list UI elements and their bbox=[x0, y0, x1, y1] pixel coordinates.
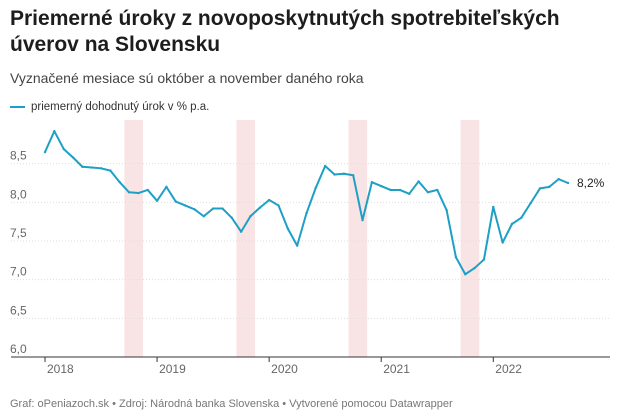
data-point bbox=[361, 218, 364, 222]
legend: priemerný dohodnutý úrok v % p.a. bbox=[10, 101, 209, 113]
data-point bbox=[398, 188, 402, 192]
x-tick-label: 2022 bbox=[495, 362, 522, 376]
series-line bbox=[44, 130, 569, 276]
data-point bbox=[258, 206, 262, 209]
data-point bbox=[71, 156, 75, 159]
data-point bbox=[557, 177, 560, 181]
data-point bbox=[538, 187, 542, 190]
data-point bbox=[333, 173, 336, 176]
end-value-label: 8,2% bbox=[577, 176, 605, 190]
data-point bbox=[464, 273, 467, 276]
data-point bbox=[323, 164, 327, 168]
data-point bbox=[183, 204, 187, 207]
data-point bbox=[370, 181, 374, 184]
legend-label: priemerný dohodnutý úrok v % p.a. bbox=[31, 101, 210, 113]
data-point bbox=[492, 205, 495, 209]
data-point bbox=[137, 191, 140, 195]
data-point bbox=[314, 186, 318, 189]
data-point bbox=[548, 185, 551, 189]
x-tick-label: 2019 bbox=[159, 362, 186, 376]
data-point bbox=[520, 216, 523, 219]
x-tick-label: 2021 bbox=[383, 362, 410, 376]
highlight-band bbox=[236, 120, 256, 357]
data-point bbox=[389, 188, 392, 192]
y-tick-label: 6,5 bbox=[10, 303, 27, 317]
chart-subtitle: Vyznačené mesiace sú október a november … bbox=[10, 70, 364, 86]
data-point bbox=[501, 241, 504, 244]
data-point bbox=[380, 184, 383, 188]
data-point bbox=[351, 174, 355, 177]
data-point bbox=[295, 244, 299, 247]
data-point bbox=[221, 207, 224, 210]
data-point bbox=[53, 129, 56, 133]
data-point bbox=[127, 191, 131, 194]
data-point bbox=[249, 215, 252, 218]
data-point bbox=[408, 192, 411, 196]
data-point bbox=[62, 147, 65, 151]
x-tick-label: 2020 bbox=[271, 362, 298, 376]
chart-footer: Graf: oPeniazoch.sk • Zdroj: Národná ban… bbox=[10, 398, 453, 410]
data-point bbox=[529, 201, 532, 205]
data-point bbox=[436, 188, 439, 192]
data-point bbox=[239, 230, 243, 233]
data-point bbox=[174, 200, 177, 203]
data-point bbox=[454, 256, 458, 259]
x-tick-label: 2018 bbox=[47, 362, 74, 376]
data-point bbox=[267, 198, 271, 202]
legend-swatch bbox=[10, 106, 25, 108]
y-tick-label: 8,0 bbox=[10, 187, 27, 201]
data-point bbox=[286, 227, 290, 230]
data-point bbox=[109, 169, 112, 172]
highlight-band bbox=[348, 120, 368, 357]
highlight-band bbox=[124, 120, 144, 357]
highlight-band bbox=[460, 120, 480, 357]
data-point bbox=[165, 185, 168, 189]
data-point bbox=[193, 208, 196, 211]
data-point bbox=[305, 211, 308, 215]
data-point bbox=[43, 150, 47, 154]
data-point bbox=[81, 165, 84, 168]
data-point bbox=[277, 204, 280, 207]
data-point bbox=[146, 188, 149, 192]
y-tick-label: 8,5 bbox=[10, 149, 27, 163]
data-point bbox=[566, 181, 570, 185]
data-point bbox=[482, 258, 486, 261]
chart-title: Priemerné úroky z novoposkytnutých spotr… bbox=[10, 7, 560, 56]
data-point bbox=[230, 216, 233, 219]
data-point bbox=[510, 222, 514, 226]
y-tick-label: 7,5 bbox=[10, 226, 27, 240]
y-tick-label: 6,0 bbox=[10, 342, 27, 356]
data-point bbox=[417, 180, 420, 183]
data-point bbox=[445, 208, 448, 212]
data-point bbox=[90, 166, 93, 169]
data-point bbox=[99, 167, 103, 170]
y-tick-label: 7,0 bbox=[10, 265, 27, 279]
data-point bbox=[342, 172, 346, 175]
data-point bbox=[118, 181, 121, 184]
data-point bbox=[202, 215, 205, 218]
data-point bbox=[211, 207, 215, 210]
data-point bbox=[155, 199, 159, 202]
data-point bbox=[426, 191, 430, 194]
data-point bbox=[473, 266, 476, 270]
